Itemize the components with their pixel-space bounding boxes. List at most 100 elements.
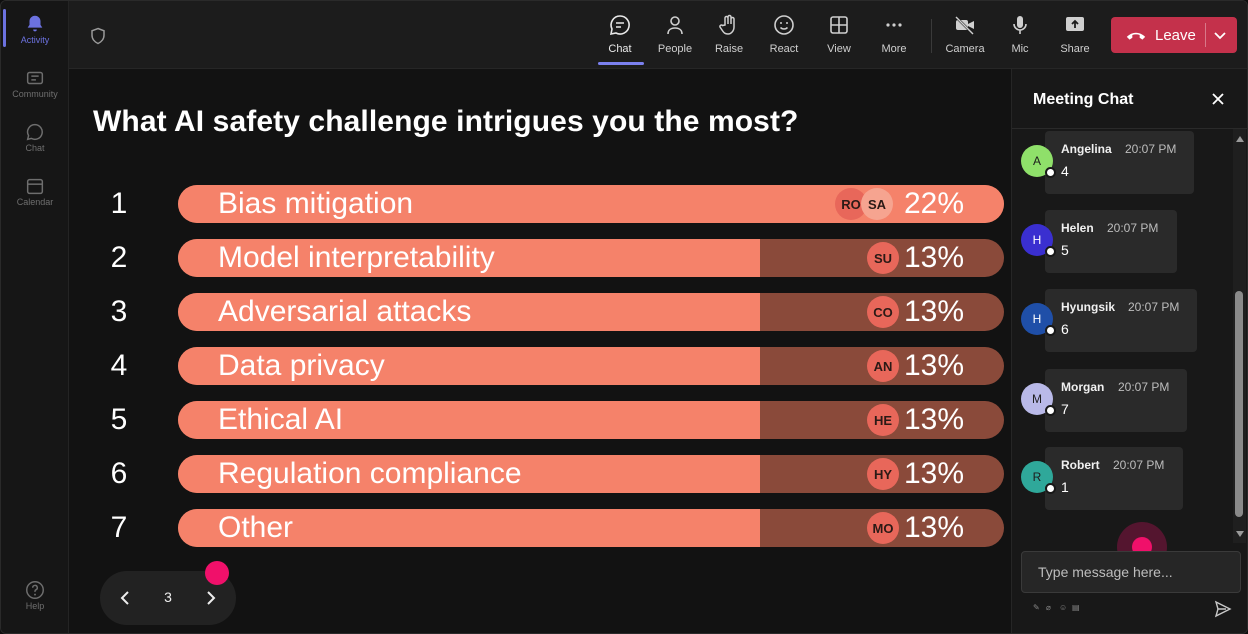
rail-item-community[interactable]: Community: [1, 67, 69, 99]
sender-name: Angelina: [1061, 142, 1112, 156]
option-number: 4: [110, 349, 128, 382]
toolbar-chat-button[interactable]: Chat: [595, 13, 645, 63]
leave-label: Leave: [1155, 26, 1196, 44]
avatar[interactable]: A: [1021, 145, 1056, 178]
rail-label-activity: Activity: [20, 35, 50, 45]
toolbar-label: React: [769, 43, 799, 55]
community-icon: [26, 71, 44, 85]
avatar-initial: A: [1032, 154, 1041, 168]
poll-option[interactable]: 7 Other MO 13%: [69, 509, 1011, 547]
poll-option[interactable]: 6 Regulation compliance HY 13%: [69, 455, 1011, 493]
send-icon[interactable]: [1214, 600, 1232, 618]
message-bubble: Morgan 20:07 PM 7: [1045, 369, 1187, 432]
option-bar-fill: [178, 239, 761, 277]
avatar-initial: R: [1032, 470, 1042, 484]
scroll-down-arrow[interactable]: [1236, 531, 1244, 537]
toolbar-label: View: [827, 43, 851, 55]
option-percent: 13%: [903, 457, 964, 490]
toolbar-raise-button[interactable]: Raise: [704, 13, 754, 63]
poll-option[interactable]: 2 Model interpretability SU 13%: [69, 239, 1011, 277]
poll-option[interactable]: 5 Ethical AI HE 13%: [69, 401, 1011, 439]
rail-item-help[interactable]: Help: [1, 579, 69, 611]
option-label: Data privacy: [218, 349, 385, 382]
meeting-chat-panel: Meeting Chat Angelina 20:07 PM 4 A Helen 20:0…: [1011, 69, 1247, 633]
presence-indicator: [1045, 246, 1056, 257]
voter-avatar: AN: [867, 350, 899, 382]
option-number: 6: [110, 457, 128, 490]
poll-option[interactable]: 4 Data privacy AN 13%: [69, 347, 1011, 385]
toolbar-more-button[interactable]: More: [869, 13, 919, 63]
message-text: 5: [1061, 242, 1069, 258]
attach-icon[interactable]: ⌀: [1046, 603, 1051, 612]
option-bar: Model interpretability SU 13%: [178, 239, 1004, 277]
option-number: 3: [110, 295, 128, 328]
avatar[interactable]: H: [1021, 303, 1056, 336]
toolbar-label: Mic: [1011, 43, 1029, 55]
presence-indicator: [1045, 483, 1056, 494]
option-label: Ethical AI: [218, 403, 344, 436]
option-percent: 22%: [903, 187, 964, 220]
option-label: Adversarial attacks: [218, 295, 472, 328]
sender-name: Hyungsik: [1061, 300, 1116, 314]
emoji-icon[interactable]: ☺: [1059, 603, 1068, 612]
message-time: 20:07 PM: [1128, 300, 1180, 314]
toolbar-camera-button[interactable]: Camera: [940, 13, 990, 63]
poll-option[interactable]: 3 Adversarial attacks CO 13%: [69, 293, 1011, 331]
format-icon[interactable]: ✎: [1033, 603, 1040, 612]
rail-label-calendar: Calendar: [16, 197, 54, 207]
option-bar-fill: [178, 293, 761, 331]
option-number: 5: [110, 403, 128, 436]
option-percent: 13%: [903, 511, 964, 544]
rail-item-calendar[interactable]: Calendar: [1, 175, 69, 207]
message-bubble: Helen 20:07 PM 5: [1045, 210, 1177, 273]
toolbar-react-button[interactable]: React: [759, 13, 809, 63]
poll-question: What AI safety challenge intrigues you t…: [93, 105, 799, 138]
chat-bubble-icon: [26, 123, 43, 141]
poll-stage: What AI safety challenge intrigues you t…: [69, 69, 1011, 633]
message-text: 1: [1061, 479, 1069, 495]
chat-message-input[interactable]: [1021, 551, 1241, 593]
toolbar-people-button[interactable]: People: [650, 13, 700, 63]
option-percent: 13%: [903, 295, 964, 328]
sender-name: Robert: [1061, 458, 1100, 472]
toolbar-divider: [931, 19, 932, 53]
hand-icon: [719, 14, 735, 35]
avatar[interactable]: M: [1021, 383, 1056, 416]
toolbar-share-button[interactable]: Share: [1050, 13, 1100, 63]
leave-button[interactable]: Leave: [1111, 17, 1237, 53]
chevron-left-icon[interactable]: [117, 589, 135, 607]
message-text: 6: [1061, 321, 1069, 337]
toolbar-label: Camera: [945, 43, 985, 55]
scroll-up-arrow[interactable]: [1236, 136, 1244, 142]
option-bar-fill: [178, 347, 761, 385]
scroll-thumb[interactable]: [1235, 291, 1243, 517]
avatar-initial: H: [1032, 312, 1042, 326]
shield-icon[interactable]: [89, 27, 107, 45]
people-icon: [667, 16, 683, 35]
rail-label-community: Community: [12, 89, 58, 99]
rail-item-chat[interactable]: Chat: [1, 121, 69, 153]
avatar[interactable]: H: [1021, 224, 1056, 257]
chevron-down-icon[interactable]: [1213, 29, 1227, 41]
message-bubble: Hyungsik 20:07 PM 6: [1045, 289, 1197, 352]
gif-icon[interactable]: ▤: [1072, 603, 1080, 612]
presence-indicator: [1045, 405, 1056, 416]
chat-scrollbar[interactable]: [1233, 129, 1246, 543]
option-label: Bias mitigation: [218, 187, 414, 220]
poll-option[interactable]: 1 Bias mitigation RO SA 22%: [69, 185, 1011, 223]
message-time: 20:07 PM: [1125, 142, 1177, 156]
sender-name: Morgan: [1061, 380, 1105, 394]
meeting-toolbar: Chat People Raise React View More Camera: [69, 1, 1247, 69]
chevron-right-icon[interactable]: [201, 589, 219, 607]
chat-divider: [1012, 128, 1247, 129]
toolbar-mic-button[interactable]: Mic: [995, 13, 1045, 63]
close-icon[interactable]: [1211, 92, 1225, 106]
hangup-icon: [1126, 32, 1146, 40]
toolbar-view-button[interactable]: View: [814, 13, 864, 63]
option-bar-fill: [178, 455, 761, 493]
avatar[interactable]: R: [1021, 461, 1056, 494]
message-text: 7: [1061, 401, 1069, 417]
message-text: 4: [1061, 163, 1069, 179]
voter-avatar: MO: [867, 512, 899, 544]
rail-item-activity[interactable]: Activity: [1, 9, 69, 47]
